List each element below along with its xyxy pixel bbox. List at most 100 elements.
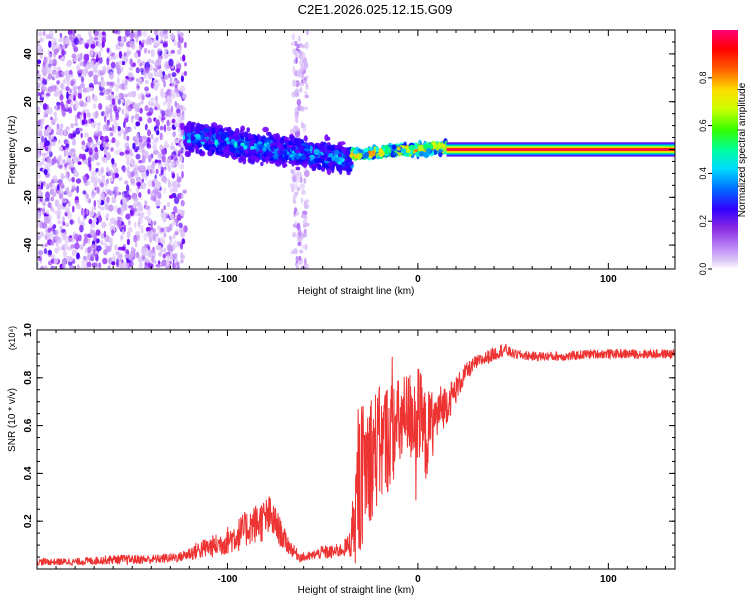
heatmap-cell — [321, 166, 326, 172]
heatmap-cell — [248, 137, 254, 142]
heatmap-cell — [73, 46, 79, 53]
heatmap-cell — [295, 57, 298, 64]
spectrogram-ytick-label: 40 — [23, 48, 34, 60]
heatmap-cell — [53, 258, 59, 264]
heatmap-cell — [48, 30, 54, 37]
heatmap-cell — [159, 145, 162, 152]
heatmap-cell — [161, 76, 166, 83]
heatmap-cell — [262, 126, 269, 133]
heatmap-cell — [152, 169, 155, 174]
heatmap-cell — [302, 219, 308, 226]
heatmap-cell — [106, 178, 109, 185]
heatmap-cell — [37, 59, 42, 64]
heatmap-cell — [111, 56, 116, 60]
heatmap-cell — [92, 112, 96, 117]
heatmap-cell — [149, 97, 155, 102]
heatmap-cell — [229, 145, 235, 153]
heatmap-cell — [87, 237, 91, 244]
heatmap-cell — [108, 117, 114, 122]
heatmap-cell — [150, 102, 155, 107]
heatmap-cell — [303, 266, 307, 269]
heatmap-cell — [304, 75, 310, 80]
heatmap-cell — [408, 145, 415, 151]
heatmap-cell — [226, 126, 231, 135]
heatmap-cell — [159, 132, 163, 141]
snr-ylabel: SNR (10 * v/v) — [7, 388, 18, 452]
heatmap-cell — [171, 112, 177, 118]
heatmap-cell — [130, 76, 135, 81]
heatmap-cell — [299, 82, 305, 87]
heatmap-cell — [319, 158, 325, 163]
heatmap-cell — [166, 126, 172, 132]
heatmap-cell — [55, 242, 59, 247]
heatmap-cell — [154, 235, 160, 243]
heatmap-cell — [299, 87, 303, 93]
heatmap-cell — [84, 66, 88, 72]
heatmap-cell — [328, 161, 332, 168]
heatmap-cell — [294, 112, 298, 119]
heatmap-cell — [57, 156, 62, 164]
heatmap-cell — [109, 177, 114, 183]
heatmap-cell — [400, 148, 407, 154]
heatmap-cell — [61, 228, 66, 233]
heatmap-cell — [57, 70, 61, 76]
heatmap-cell — [172, 131, 177, 138]
heatmap-cell — [199, 149, 203, 154]
heatmap-cell — [146, 111, 152, 117]
heatmap-cell — [96, 186, 100, 194]
heatmap-cell — [161, 155, 166, 163]
heatmap-cell — [297, 105, 302, 111]
heatmap-cell — [88, 218, 93, 225]
heatmap-cell — [268, 133, 273, 140]
spectrogram-xtick-label: -100 — [217, 274, 237, 285]
heatmap-cell — [84, 214, 87, 219]
heatmap-cell — [303, 135, 308, 142]
heatmap-cell — [135, 37, 139, 43]
heatmap-cell — [254, 143, 257, 150]
heatmap-cell — [37, 222, 40, 228]
heatmap-cell — [358, 152, 363, 159]
heatmap-cell — [326, 157, 333, 162]
heatmap-cell — [117, 216, 123, 223]
heatmap-cell — [167, 73, 171, 78]
heatmap-cell — [76, 252, 80, 260]
heatmap-cell — [148, 251, 152, 258]
heatmap-cell — [126, 238, 130, 246]
heatmap-cell — [63, 250, 67, 258]
heatmap-cell — [139, 107, 143, 114]
heatmap-cell — [152, 228, 157, 234]
heatmap-cell — [149, 169, 153, 175]
heatmap-cell — [186, 132, 191, 138]
heatmap-cell — [140, 211, 145, 218]
heatmap-cell — [292, 176, 296, 183]
heatmap-cell — [37, 250, 44, 256]
heatmap-cell — [290, 185, 295, 193]
heatmap-cell — [177, 49, 182, 55]
heatmap-cell — [90, 175, 96, 184]
heatmap-cell — [74, 122, 79, 127]
heatmap-cell — [303, 177, 307, 184]
heatmap-cell — [144, 79, 149, 85]
heatmap-cell — [76, 66, 81, 71]
heatmap-cell — [163, 247, 167, 253]
heatmap-cell — [294, 191, 299, 196]
heatmap-cell — [220, 153, 227, 157]
heatmap-cell — [119, 60, 123, 66]
heatmap-cell — [143, 150, 149, 159]
heatmap-cell — [91, 170, 97, 176]
heatmap-cell — [161, 148, 166, 155]
colorbar-tick-label: 0.8 — [698, 72, 708, 85]
heatmap-cell — [58, 146, 64, 152]
heatmap-cell — [210, 122, 218, 128]
heatmap-cell — [76, 34, 82, 39]
heatmap-cell — [117, 35, 122, 42]
heatmap-cell — [64, 37, 70, 45]
heatmap-cell — [363, 151, 369, 159]
heatmap-cell — [57, 220, 62, 225]
heatmap-cell — [83, 53, 88, 62]
heatmap-cell — [63, 37, 67, 45]
heatmap-cell — [258, 143, 264, 149]
heatmap-cell — [141, 155, 146, 164]
heatmap-cell — [129, 40, 135, 48]
heatmap-cell — [47, 73, 53, 80]
